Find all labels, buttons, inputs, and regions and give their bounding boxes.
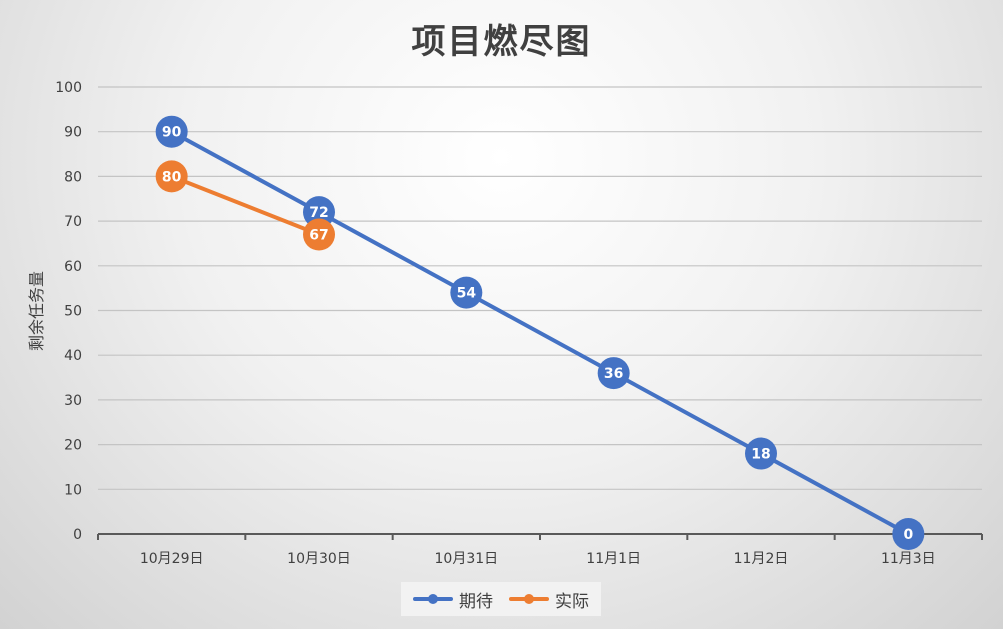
y-tick-label: 50 [64,304,82,320]
legend-swatch-expected [413,594,453,604]
data-label: 80 [162,169,182,185]
data-label: 0 [903,527,913,543]
legend[interactable]: 期待 实际 [401,582,601,616]
data-label: 67 [309,228,328,244]
y-tick-label: 0 [73,527,82,543]
legend-label-expected: 期待 [459,591,493,612]
data-label: 36 [604,366,623,382]
legend-marker-expected [428,594,438,604]
data-point [597,357,630,390]
legend-item-expected[interactable]: 期待 [413,587,493,612]
data-point [450,276,483,309]
x-tick-label: 10月30日 [287,551,351,567]
y-tick-label: 20 [64,438,82,454]
data-label: 54 [457,286,477,302]
data-point [745,437,777,470]
x-tick-label: 10月29日 [140,551,204,567]
x-tick-label: 10月31日 [435,551,499,567]
y-tick-label: 40 [64,348,82,364]
data-point [155,115,188,148]
data-label: 18 [751,447,770,463]
data-label: 90 [162,125,182,141]
y-tick-label: 70 [64,214,82,230]
y-tick-label: 80 [64,169,82,185]
y-tick-label: 90 [64,125,82,141]
series-line-1 [170,174,320,237]
data-point [155,160,188,193]
legend-label-actual: 实际 [555,591,589,612]
data-label: 72 [309,205,328,221]
y-tick-label: 100 [55,80,82,96]
x-tick-label: 11月3日 [881,551,936,567]
y-tick-label: 60 [64,259,82,275]
x-tick-label: 11月2日 [734,551,789,567]
x-tick-label: 11月1日 [586,551,641,567]
chart-title: 项目燃尽图 [411,22,592,62]
legend-swatch-actual [509,594,549,604]
data-point [892,518,925,550]
legend-marker-actual [524,594,534,604]
data-point [303,196,335,229]
series-line-0 [170,129,910,536]
legend-item-actual[interactable]: 实际 [509,587,589,612]
data-point [303,218,335,251]
y-tick-label: 30 [64,393,82,409]
y-tick-label: 10 [64,482,82,498]
